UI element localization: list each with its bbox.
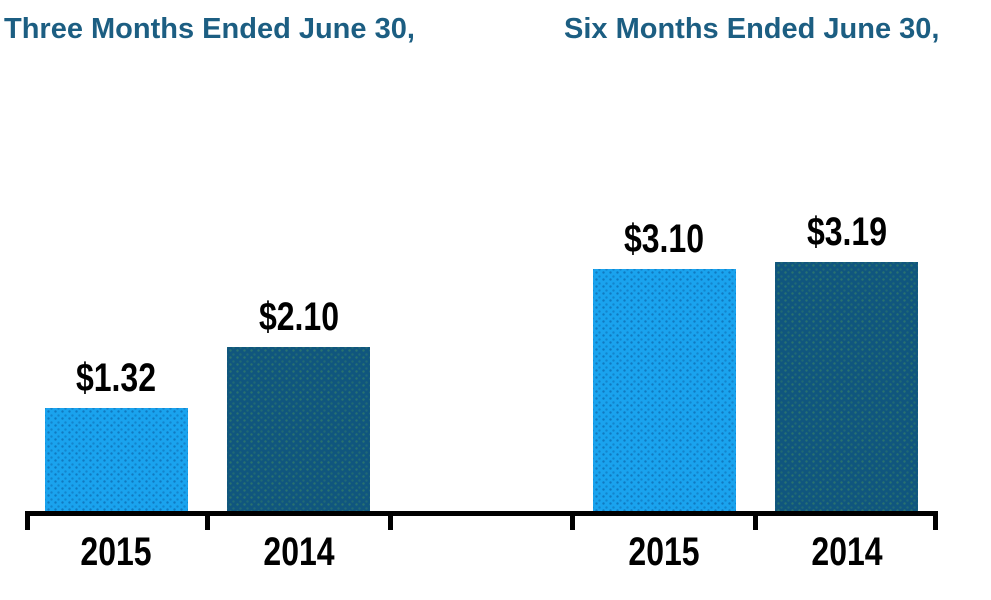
bar-three-months-2015 <box>45 408 188 511</box>
value-label-six-months-2014: $3.19 <box>806 210 888 254</box>
axis-tick <box>570 511 575 530</box>
year-label-three-months-2015: 2015 <box>80 530 152 574</box>
value-label-three-months-2015: $1.32 <box>75 356 157 400</box>
year-label-six-months-2014: 2014 <box>811 530 883 574</box>
value-label-six-months-2015: $3.10 <box>623 217 705 261</box>
x-axis-line <box>25 511 938 516</box>
axis-tick <box>933 511 938 530</box>
right-chart-title: Six Months Ended June 30, <box>564 13 940 45</box>
bar-six-months-2015 <box>593 269 736 511</box>
value-label-three-months-2014: $2.10 <box>258 295 340 339</box>
axis-tick <box>753 511 758 530</box>
year-label-six-months-2015: 2015 <box>628 530 700 574</box>
year-label-three-months-2014: 2014 <box>263 530 335 574</box>
axis-tick <box>25 511 30 530</box>
left-chart-title: Three Months Ended June 30, <box>4 13 415 45</box>
axis-tick <box>388 511 393 530</box>
bar-six-months-2014 <box>775 262 918 511</box>
axis-tick <box>205 511 210 530</box>
bar-three-months-2014 <box>227 347 370 511</box>
